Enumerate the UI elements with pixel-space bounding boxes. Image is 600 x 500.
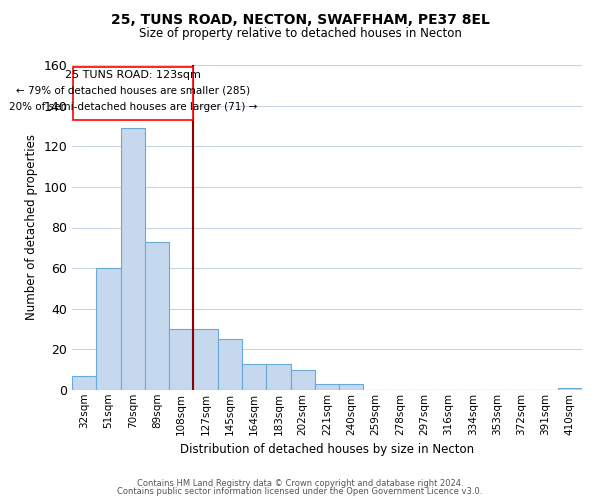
Text: Contains HM Land Registry data © Crown copyright and database right 2024.: Contains HM Land Registry data © Crown c…: [137, 478, 463, 488]
Bar: [193, 329, 218, 390]
Bar: [266, 364, 290, 390]
Y-axis label: Number of detached properties: Number of detached properties: [25, 134, 38, 320]
Bar: [72, 376, 96, 390]
Text: 25, TUNS ROAD, NECTON, SWAFFHAM, PE37 8EL: 25, TUNS ROAD, NECTON, SWAFFHAM, PE37 8E…: [110, 12, 490, 26]
X-axis label: Distribution of detached houses by size in Necton: Distribution of detached houses by size …: [180, 443, 474, 456]
Bar: [290, 370, 315, 390]
Bar: [96, 268, 121, 390]
Bar: [339, 384, 364, 390]
Text: 25 TUNS ROAD: 123sqm: 25 TUNS ROAD: 123sqm: [65, 70, 201, 80]
Bar: [558, 388, 582, 390]
FancyBboxPatch shape: [73, 67, 193, 120]
Bar: [218, 339, 242, 390]
Text: Size of property relative to detached houses in Necton: Size of property relative to detached ho…: [139, 28, 461, 40]
Text: ← 79% of detached houses are smaller (285): ← 79% of detached houses are smaller (28…: [16, 86, 250, 96]
Bar: [242, 364, 266, 390]
Bar: [121, 128, 145, 390]
Text: 20% of semi-detached houses are larger (71) →: 20% of semi-detached houses are larger (…: [9, 102, 257, 112]
Bar: [315, 384, 339, 390]
Bar: [145, 242, 169, 390]
Text: Contains public sector information licensed under the Open Government Licence v3: Contains public sector information licen…: [118, 487, 482, 496]
Bar: [169, 329, 193, 390]
